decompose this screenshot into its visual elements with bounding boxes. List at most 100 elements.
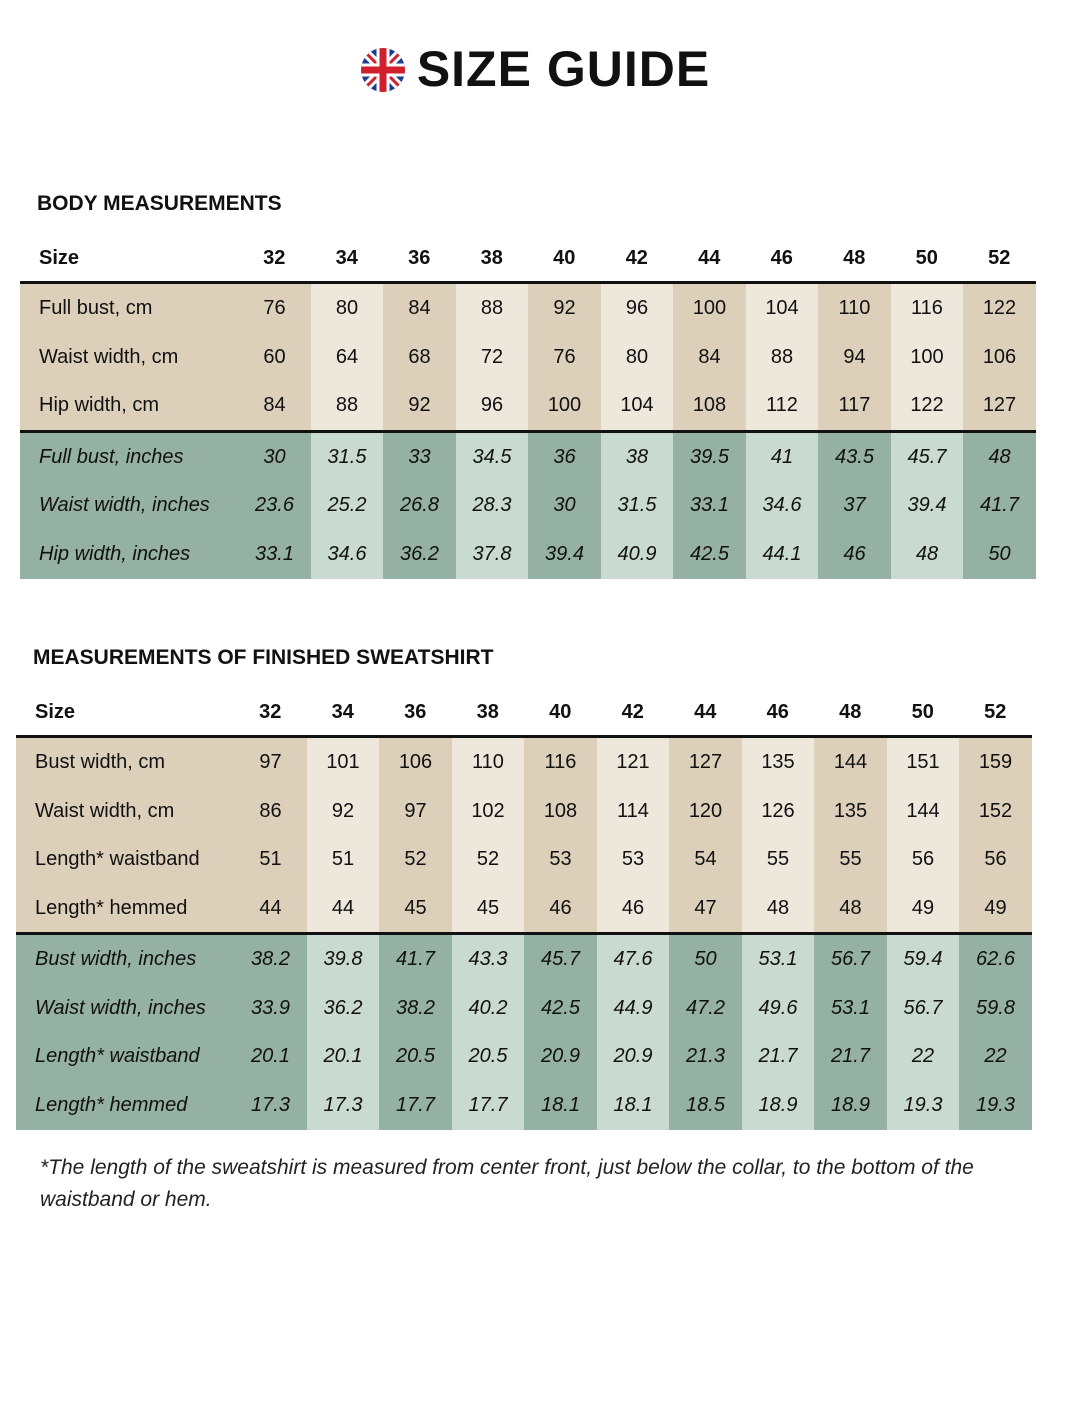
value-cell: 51 (234, 835, 307, 884)
value-cell: 96 (600, 284, 674, 333)
value-cell: 86 (234, 786, 307, 836)
value-cell: 31.5 (310, 432, 384, 482)
value-cell: 122 (890, 381, 964, 430)
value-cell: 51 (306, 835, 380, 884)
group-rule (16, 932, 1032, 935)
header-cell: 32 (263, 247, 286, 269)
value-cell: 117 (818, 381, 891, 430)
row-label: Waist width, cm (16, 786, 235, 836)
header-cell: 50 (911, 701, 934, 723)
header-cell: 46 (766, 701, 789, 723)
value-cell: 33 (383, 432, 456, 482)
value-cell: 25.2 (310, 481, 384, 530)
row-label: Bust width, cm (16, 738, 235, 787)
value-cell: 135 (741, 738, 815, 787)
value-cell: 53.1 (741, 935, 815, 984)
header-cell: 38 (480, 247, 503, 269)
value-cell: 100 (528, 381, 601, 430)
value-cell: 55 (814, 835, 887, 884)
value-cell: 19.3 (886, 1080, 960, 1130)
value-cell: 21.7 (814, 1032, 887, 1081)
value-cell: 60 (238, 332, 311, 382)
value-cell: 54 (669, 835, 742, 884)
header-cell: 44 (694, 701, 717, 723)
value-cell: 49 (959, 883, 1032, 933)
value-cell: 49 (886, 883, 960, 933)
value-cell: 18.9 (814, 1080, 887, 1130)
header-cell: Size (35, 701, 76, 723)
value-cell: 114 (596, 786, 670, 836)
value-cell: 41.7 (963, 481, 1036, 530)
value-cell: 48 (814, 883, 887, 933)
value-cell: 62.6 (959, 935, 1032, 984)
value-cell: 38.2 (234, 935, 307, 984)
value-cell: 68 (383, 332, 456, 382)
value-cell: 104 (745, 284, 819, 333)
value-cell: 48 (741, 883, 815, 933)
header-cell: 42 (625, 247, 648, 269)
value-cell: 40.9 (600, 529, 674, 579)
value-cell: 112 (745, 381, 819, 430)
row-label: Waist width, inches (16, 983, 235, 1033)
header-cell: 40 (549, 701, 572, 723)
value-cell: 40.2 (451, 983, 525, 1033)
value-cell: 106 (379, 738, 452, 787)
value-cell: 159 (959, 738, 1032, 787)
value-cell: 47 (669, 883, 742, 933)
value-cell: 56 (959, 835, 1032, 884)
value-cell: 39.4 (890, 481, 964, 530)
row-label: Hip width, cm (20, 381, 239, 430)
row-label: Full bust, inches (20, 432, 239, 482)
value-cell: 17.7 (451, 1080, 525, 1130)
value-cell: 97 (234, 738, 307, 787)
header-cell: 44 (698, 247, 721, 269)
value-cell: 47.6 (596, 935, 670, 984)
value-cell: 19.3 (959, 1080, 1032, 1130)
header-cell: 34 (335, 247, 358, 269)
value-cell: 88 (455, 284, 529, 333)
value-cell: 26.8 (383, 481, 456, 530)
header-cell: 36 (408, 247, 431, 269)
value-cell: 94 (818, 332, 891, 382)
value-cell: 110 (451, 738, 525, 787)
value-cell: 92 (306, 786, 380, 836)
value-cell: 80 (600, 332, 674, 382)
value-cell: 151 (886, 738, 960, 787)
value-cell: 41.7 (379, 935, 452, 984)
value-cell: 28.3 (455, 481, 529, 530)
value-cell: 30 (238, 432, 311, 482)
value-cell: 33.1 (673, 481, 746, 530)
value-cell: 39.4 (528, 529, 601, 579)
value-cell: 38 (600, 432, 674, 482)
value-cell: 96 (455, 381, 529, 430)
value-cell: 46 (524, 883, 597, 933)
value-cell: 21.3 (669, 1032, 742, 1081)
page-title: SIZE GUIDE (0, 40, 1065, 98)
value-cell: 44.1 (745, 529, 819, 579)
row-label: Waist width, cm (20, 332, 239, 382)
value-cell: 100 (890, 332, 964, 382)
header-cell: 42 (621, 701, 644, 723)
value-cell: 45 (379, 883, 452, 933)
value-cell: 52 (451, 835, 525, 884)
value-cell: 76 (238, 284, 311, 333)
value-cell: 110 (818, 284, 891, 333)
value-cell: 33.1 (238, 529, 311, 579)
value-cell: 45.7 (524, 935, 597, 984)
footnote: *The length of the sweatshirt is measure… (40, 1156, 974, 1211)
value-cell: 46 (596, 883, 670, 933)
value-cell: 59.8 (959, 983, 1032, 1033)
value-cell: 45 (451, 883, 525, 933)
value-cell: 121 (596, 738, 670, 787)
value-cell: 88 (310, 381, 384, 430)
value-cell: 36.2 (306, 983, 380, 1033)
value-cell: 37 (818, 481, 891, 530)
value-cell: 31.5 (600, 481, 674, 530)
value-cell: 34.6 (745, 481, 819, 530)
value-cell: 20.9 (596, 1032, 670, 1081)
row-label: Hip width, inches (20, 529, 239, 579)
value-cell: 84 (673, 332, 746, 382)
value-cell: 44.9 (596, 983, 670, 1033)
header-cell: 32 (259, 701, 282, 723)
row-label: Bust width, inches (16, 935, 235, 984)
